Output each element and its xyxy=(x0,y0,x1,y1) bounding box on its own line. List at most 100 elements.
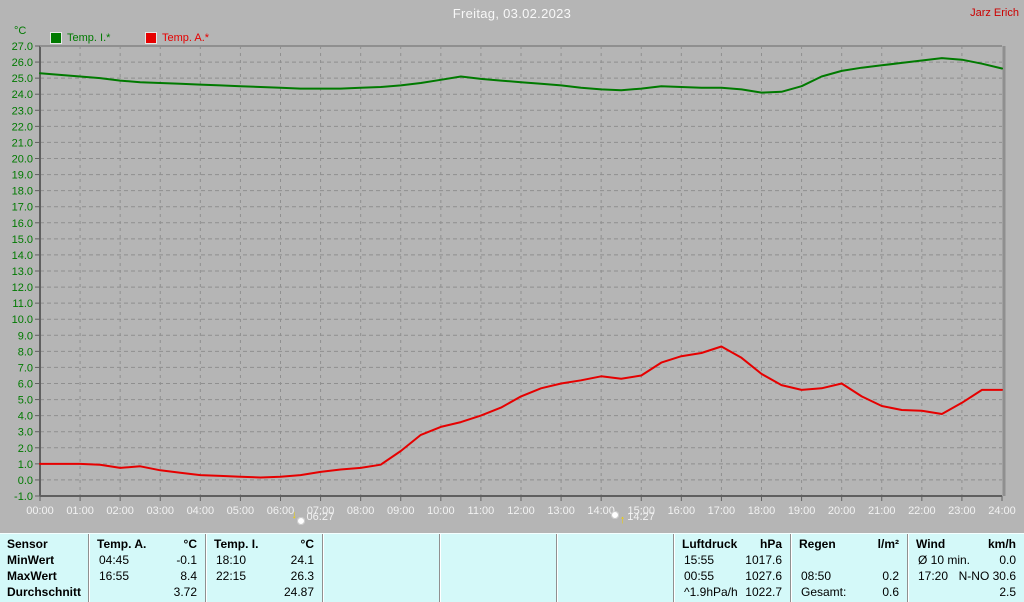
stats-cell-time: 15:55 xyxy=(684,553,715,567)
x-axis-label: 19:00 xyxy=(788,505,816,517)
y-axis-label: 19.0 xyxy=(12,170,33,182)
y-axis-label: 27.0 xyxy=(12,41,33,53)
x-axis-label: 20:00 xyxy=(828,505,856,517)
x-axis-label: 15:00 xyxy=(627,505,655,517)
y-axis-label: 25.0 xyxy=(12,73,33,85)
stats-cell-value: 0.0 xyxy=(999,553,1016,567)
x-axis-label: 05:00 xyxy=(227,505,255,517)
x-axis-label: 23:00 xyxy=(948,505,976,517)
y-axis-label: 6.0 xyxy=(18,379,33,391)
daily-stats-table: Sensor MinWert MaxWert Durchschnitt Temp. A.… xyxy=(0,533,1024,602)
y-axis-label: 4.0 xyxy=(18,411,33,423)
temp-a-line xyxy=(39,345,1003,479)
x-axis-label: 01:00 xyxy=(66,505,94,517)
x-axis-label: 21:00 xyxy=(868,505,896,517)
stats-group-temp-a: Temp. A. °C 04:45 -0.1 16:55 8.4 3.72 xyxy=(88,534,205,602)
stats-row-labels: Sensor MinWert MaxWert Durchschnitt xyxy=(0,534,88,602)
x-axis-label: 16:00 xyxy=(668,505,696,517)
y-axis-label: 2.0 xyxy=(18,443,33,455)
stats-group-unit: l/m² xyxy=(877,537,899,551)
stats-cell-time: Gesamt: xyxy=(801,585,847,599)
x-axis-label: 10:00 xyxy=(427,505,455,517)
y-axis-label: 8.0 xyxy=(18,346,33,358)
stats-cell-time: 22:15 xyxy=(216,569,247,583)
stats-cell-value: 1027.6 xyxy=(745,569,782,583)
stats-cell-value: 2.5 xyxy=(999,585,1016,599)
stats-cell-time: 04:45 xyxy=(99,553,130,567)
stats-group-empty xyxy=(439,534,556,602)
stats-row-label: MinWert xyxy=(7,553,55,567)
x-axis-label: 02:00 xyxy=(106,505,134,517)
stats-group-name: Luftdruck xyxy=(682,537,738,551)
y-axis-label: 13.0 xyxy=(12,266,33,278)
stats-cell-value: 24.87 xyxy=(283,585,314,599)
y-axis-label: 1.0 xyxy=(18,459,33,471)
stats-group-wind: Wind km/h Ø 10 min. 0.0 17:20 N-NO 30.6 2.5 xyxy=(907,534,1024,602)
stats-group-name: Regen xyxy=(799,537,836,551)
stats-group-name: Temp. I. xyxy=(214,537,259,551)
y-axis-label: 16.0 xyxy=(12,218,33,230)
y-axis-label: 12.0 xyxy=(12,282,33,294)
legend-item-temp-i: Temp. I.* xyxy=(50,32,110,44)
legend-swatch-temp-i-icon xyxy=(50,32,62,44)
owner-label: Jarz Erich xyxy=(970,7,1019,19)
legend-swatch-temp-a-icon xyxy=(145,32,157,44)
x-axis-label: 06:00 xyxy=(267,505,295,517)
stats-cell-time: 17:20 xyxy=(918,569,949,583)
stats-cell-time: 00:55 xyxy=(684,569,715,583)
stats-cell-value: 0.2 xyxy=(882,569,899,583)
stats-cell-value: 1022.7 xyxy=(745,585,782,599)
temperature-chart: 27.0 26.0 25.0 24.0 23.0 22.0 21.0 20.0 19.0 18.0… xyxy=(12,41,1016,517)
y-axis-label: 10.0 xyxy=(12,314,33,326)
x-axis-label: 22:00 xyxy=(908,505,936,517)
stats-group-unit: hPa xyxy=(759,537,782,551)
stats-cell-time: 16:55 xyxy=(99,569,130,583)
stats-group-name: Wind xyxy=(916,537,946,551)
moonrise-marker: ↑ 14:27 xyxy=(611,511,655,526)
stats-group-luftdruck: Luftdruck hPa 15:55 1017.6 00:55 1027.6 ^1.9hP… xyxy=(673,534,790,602)
y-axis-label: 15.0 xyxy=(12,234,33,246)
stats-cell-value: 26.3 xyxy=(290,569,314,583)
y-axis-label: -1.0 xyxy=(14,491,33,503)
y-axis-label: 18.0 xyxy=(12,186,33,198)
y-axis-label: 7.0 xyxy=(18,362,33,374)
stats-group-unit: km/h xyxy=(987,537,1016,551)
legend-label-temp-i: Temp. I.* xyxy=(67,32,111,44)
stats-row-label: MaxWert xyxy=(7,569,57,583)
stats-group-unit: °C xyxy=(300,537,314,551)
y-axis-label: 3.0 xyxy=(18,427,33,439)
moon-time-label: 06:27 xyxy=(306,511,335,523)
stats-cell-time: ^1.9hPa/h xyxy=(684,585,738,599)
stats-row-label: Sensor xyxy=(7,537,48,551)
stats-group-unit: °C xyxy=(183,537,197,551)
x-axis-label: 17:00 xyxy=(708,505,736,517)
x-axis-label: 00:00 xyxy=(26,505,54,517)
x-axis-label: 03:00 xyxy=(146,505,174,517)
y-axis-label: 26.0 xyxy=(12,57,33,69)
stats-group-empty xyxy=(322,534,439,602)
x-axis-label: 08:00 xyxy=(347,505,375,517)
stats-row-label: Durchschnitt xyxy=(7,585,82,599)
stats-cell-value: 1017.6 xyxy=(745,553,782,567)
x-axis-label: 12:00 xyxy=(507,505,535,517)
y-axis-label: 23.0 xyxy=(12,105,33,117)
stats-group-empty xyxy=(556,534,673,602)
y-axis-label: 11.0 xyxy=(12,298,33,310)
moon-time-label: 14:27 xyxy=(627,511,655,523)
moonrise-icon: ↑ xyxy=(611,511,625,526)
stats-group-name: Temp. A. xyxy=(97,537,147,551)
y-axis-label: 22.0 xyxy=(12,121,33,133)
x-axis-label: 13:00 xyxy=(547,505,575,517)
x-axis-label: 18:00 xyxy=(748,505,776,517)
stats-group-temp-i: Temp. I. °C 18:10 24.1 22:15 26.3 24.87 xyxy=(205,534,322,602)
stats-cell-time: 18:10 xyxy=(216,553,247,567)
stats-group-regen: Regen l/m² 08:50 0.2 Gesamt: 0.6 xyxy=(790,534,907,602)
y-axis-label: 21.0 xyxy=(12,137,33,149)
y-axis-label: 0.0 xyxy=(18,475,33,487)
stats-cell-value: 8.4 xyxy=(180,569,197,583)
stats-cell-value: 24.1 xyxy=(290,553,314,567)
stats-cell-value: -0.1 xyxy=(176,553,197,567)
stats-cell-time: Ø 10 min. xyxy=(918,553,971,567)
y-axis-unit-label: °C xyxy=(14,25,27,37)
y-axis-label: 20.0 xyxy=(12,154,33,166)
